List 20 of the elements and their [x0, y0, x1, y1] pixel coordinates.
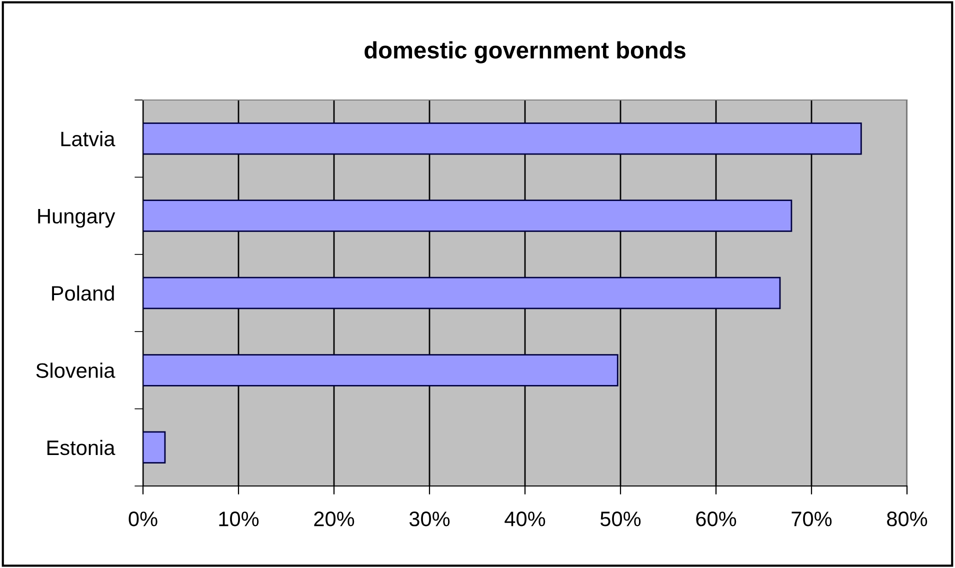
x-tick-label: 40% — [504, 512, 546, 526]
y-tick-label: Estonia — [47, 440, 116, 456]
x-tick-label: 30% — [409, 512, 450, 526]
x-tick-label: 80% — [887, 512, 928, 526]
bar — [143, 276, 781, 310]
bar — [143, 431, 166, 464]
y-tick-label: Poland — [52, 285, 114, 301]
x-tick-label: 60% — [696, 512, 736, 526]
y-tick-label: Slovenia — [36, 362, 116, 378]
y-tick-label: Latvia — [61, 131, 116, 146]
bar — [143, 200, 792, 232]
x-tick-label: 20% — [314, 512, 354, 526]
bar — [143, 354, 618, 386]
chart-title: domestic government bonds — [364, 41, 686, 64]
x-tick-label: 70% — [792, 512, 832, 526]
y-tick-label: Hungary — [38, 209, 116, 228]
x-tick-label: 0% — [128, 512, 158, 526]
x-tick-label: 10% — [219, 512, 259, 526]
bar — [143, 122, 862, 155]
x-tick-label: 50% — [600, 512, 641, 526]
